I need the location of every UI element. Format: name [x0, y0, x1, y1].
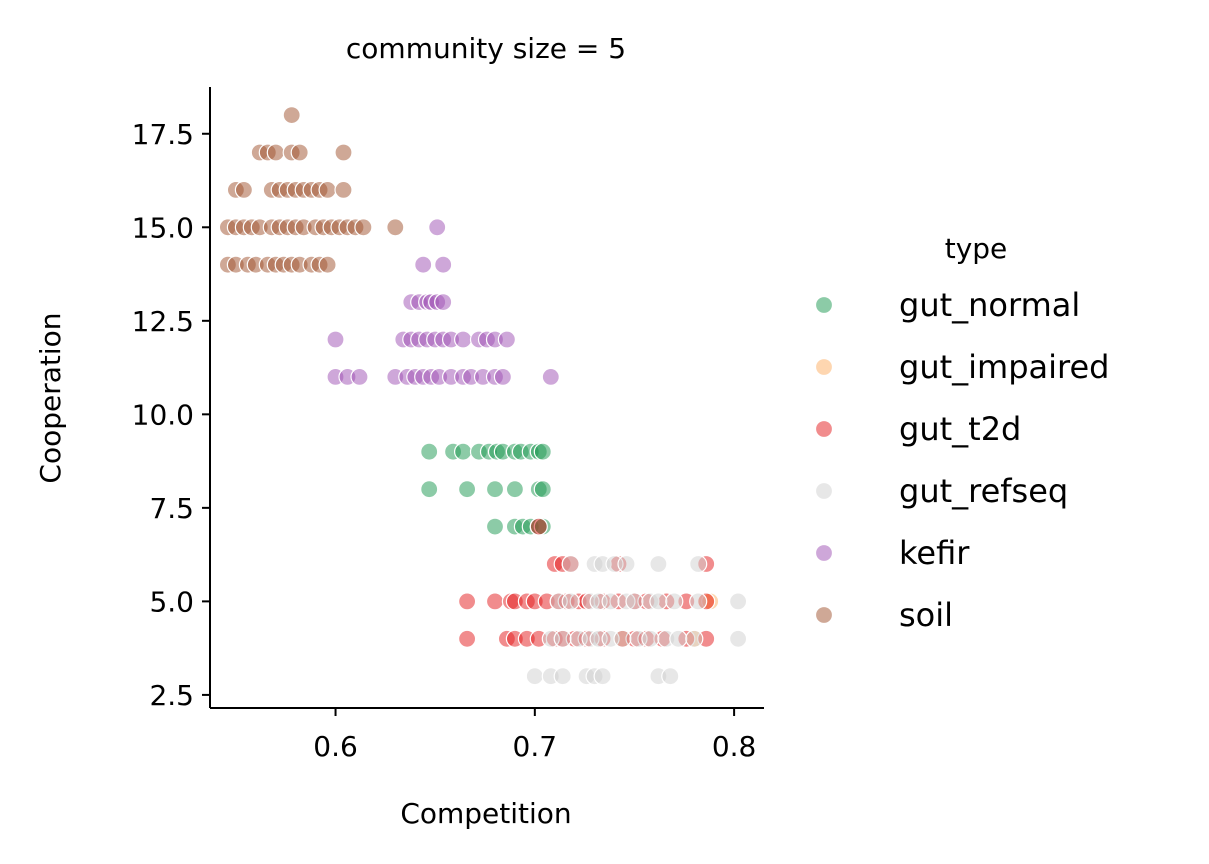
legend-marker-gut_normal: [814, 295, 834, 315]
data-point-gut_refseq-27: [641, 629, 660, 648]
y-tick-label: 10.0: [132, 398, 194, 431]
data-point-gut_refseq-39: [661, 667, 680, 686]
data-point-gut_normal-18: [485, 517, 505, 536]
data-point-soil-16: [318, 180, 337, 199]
data-point-kefir-37: [541, 367, 560, 386]
data-point-gut_refseq-13: [625, 592, 644, 611]
data-point-gut_refseq-15: [649, 592, 668, 611]
data-point-gut_refseq-34: [553, 667, 572, 686]
data-point-gut_refseq-5: [649, 554, 668, 574]
legend-marker-kefir: [814, 543, 834, 563]
axes: [209, 87, 764, 709]
legend-label-gut_impaired: gut_impaired: [899, 348, 1109, 386]
x-tick-label: 0.7: [513, 730, 558, 763]
data-point-soil-35: [386, 218, 405, 237]
data-point-soil-6: [334, 143, 353, 162]
data-point-kefir-17: [454, 330, 473, 349]
legend-label-soil: soil: [899, 596, 953, 634]
data-point-soil-17: [334, 180, 353, 199]
data-point-gut_refseq-20: [553, 629, 572, 648]
data-point-gut_refseq-25: [613, 629, 632, 648]
data-point-gut_normal-17: [533, 480, 552, 499]
legend-marker-soil: [814, 605, 834, 625]
data-point-gut_refseq-32: [525, 667, 544, 686]
data-point-soil-5: [290, 143, 309, 162]
data-point-gut_t2d-6: [458, 592, 477, 611]
data-point-gut_t2d-24: [458, 629, 477, 648]
data-point-kefir-9: [326, 330, 345, 349]
data-point-gut_refseq-8: [561, 592, 580, 611]
data-point-gut_normal-15: [505, 480, 525, 499]
legend-label-kefir: kefir: [899, 534, 970, 572]
data-point-gut_normal-14: [485, 480, 505, 499]
legend-label-gut_refseq: gut_refseq: [899, 472, 1068, 510]
data-point-gut_normal-0: [420, 442, 439, 461]
data-point-gut_refseq-17: [689, 592, 708, 611]
y-ticks: 2.5 5.0 7.5 10.0 12.5 15.0 17.5: [132, 118, 210, 712]
data-point-gut_normal-2: [454, 442, 473, 461]
y-tick-label: 12.5: [132, 305, 194, 338]
data-point-gut_refseq-31: [728, 629, 748, 648]
legend-items: gut_normal gut_impaired gut_t2d gut_refseqk…: [814, 286, 1109, 634]
x-ticks: 0.6 0.7 0.8: [313, 708, 756, 763]
data-point-gut_refseq-18: [728, 592, 748, 611]
x-tick-label: 0.8: [712, 730, 757, 763]
data-point-gut_refseq-0: [561, 554, 580, 574]
legend-label-gut_t2d: gut_t2d: [899, 410, 1021, 448]
legend-marker-gut_refseq: [814, 481, 834, 501]
y-tick-label: 2.5: [149, 679, 194, 712]
x-tick-label: 0.6: [313, 730, 358, 763]
data-point-soil-47: [318, 255, 337, 274]
data-point-gut_refseq-30: [685, 629, 704, 648]
x-axis-label: Competition: [400, 797, 571, 830]
data-point-kefir-8: [434, 293, 453, 312]
y-tick-label: 7.5: [149, 492, 194, 525]
y-tick-label: 17.5: [132, 118, 194, 151]
data-point-soil-8: [234, 180, 253, 199]
y-tick-label: 15.0: [132, 211, 194, 244]
data-point-kefir-1: [414, 255, 433, 274]
data-point-soil-0: [282, 105, 301, 125]
data-point-gut_normal-13: [458, 480, 477, 499]
data-point-gut_refseq-37: [593, 667, 612, 686]
data-point-soil-34: [354, 218, 373, 237]
legend: type gut_normal gut_impaired gut_t2d gut_re…: [814, 232, 1109, 634]
y-axis-label: Cooperation: [34, 312, 67, 483]
legend-marker-gut_t2d: [814, 419, 834, 439]
data-point-gut_t2d-0: [529, 517, 548, 536]
legend-label-gut_normal: gut_normal: [899, 286, 1080, 324]
data-point-gut_refseq-11: [601, 592, 620, 611]
y-tick-label: 5.0: [149, 585, 194, 618]
data-point-gut_refseq-6: [689, 554, 708, 574]
legend-marker-gut_impaired: [814, 357, 834, 377]
data-point-kefir-0: [428, 218, 447, 237]
data-point-soil-3: [266, 143, 285, 162]
chart-title: community size = 5: [346, 32, 626, 65]
data-point-gut_normal-11: [533, 442, 552, 461]
data-point-gut_refseq-16: [665, 592, 684, 611]
data-point-gut_refseq-4: [617, 554, 636, 574]
data-point-kefir-36: [493, 367, 512, 386]
points-layer: [218, 105, 748, 686]
legend-title: type: [945, 232, 1008, 265]
data-point-gut_t2d-7: [485, 592, 505, 611]
data-point-kefir-24: [350, 367, 369, 386]
data-point-kefir-21: [497, 330, 516, 349]
data-point-kefir-2: [434, 255, 453, 274]
data-point-gut_refseq-29: [669, 629, 688, 648]
data-point-gut_normal-12: [420, 480, 439, 499]
